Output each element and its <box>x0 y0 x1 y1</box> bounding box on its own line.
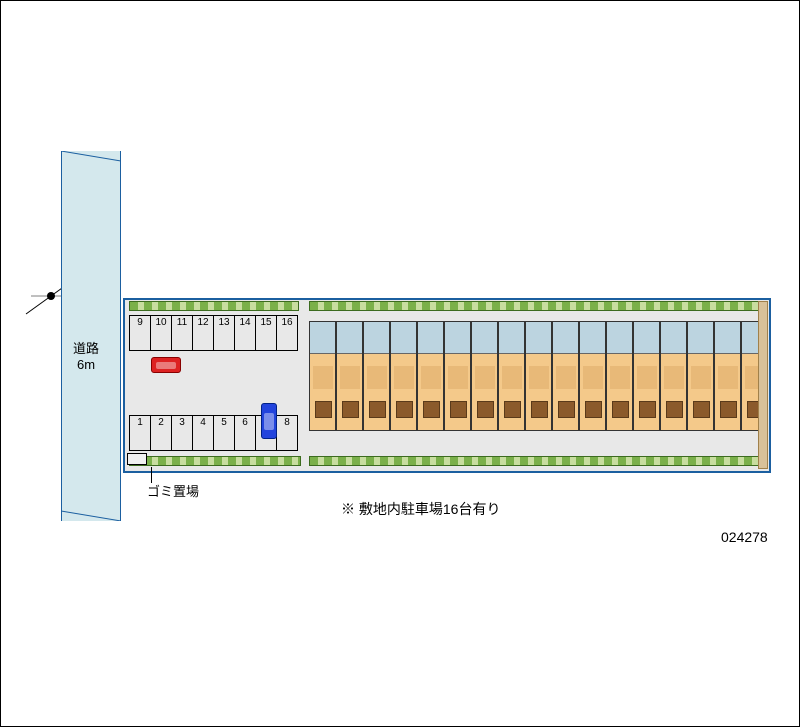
trash-area-box <box>127 453 147 465</box>
unit-balcony <box>634 322 659 354</box>
building-unit <box>606 321 633 431</box>
parking-slot: 11 <box>172 315 193 351</box>
road-label: 道路 6m <box>73 341 99 372</box>
building-units <box>309 321 768 431</box>
trash-label: ゴミ置場 <box>147 481 199 500</box>
parking-slot: 16 <box>277 315 298 351</box>
parking-slot: 3 <box>172 415 193 451</box>
parking-slot: 13 <box>214 315 235 351</box>
parking-slot: 9 <box>130 315 151 351</box>
building-unit <box>579 321 606 431</box>
car-red-icon <box>151 357 181 373</box>
unit-room <box>526 354 551 431</box>
road-label-line1: 道路 <box>73 341 99 356</box>
parking-slot: 6 <box>235 415 256 451</box>
unit-balcony <box>526 322 551 354</box>
unit-room <box>553 354 578 431</box>
building-unit <box>309 321 336 431</box>
parking-slot: 8 <box>277 415 298 451</box>
unit-balcony <box>553 322 578 354</box>
site-plan-canvas: N 道路 6m 910111213141516 12345678 ゴミ置場 ※ … <box>1 1 800 728</box>
parking-slot: 14 <box>235 315 256 351</box>
unit-room <box>445 354 470 431</box>
building-unit <box>552 321 579 431</box>
parking-slot: 5 <box>214 415 235 451</box>
green-strip-nw <box>129 301 299 311</box>
unit-balcony <box>445 322 470 354</box>
building-unit <box>471 321 498 431</box>
parking-slot: 15 <box>256 315 277 351</box>
green-strip-sw <box>129 456 301 466</box>
unit-balcony <box>661 322 686 354</box>
unit-balcony <box>391 322 416 354</box>
unit-balcony <box>688 322 713 354</box>
unit-room <box>391 354 416 431</box>
unit-room <box>715 354 740 431</box>
building-unit <box>363 321 390 431</box>
building-unit <box>498 321 525 431</box>
unit-balcony <box>715 322 740 354</box>
parking-slot: 2 <box>151 415 172 451</box>
unit-room <box>337 354 362 431</box>
unit-balcony <box>364 322 389 354</box>
unit-room <box>418 354 443 431</box>
parking-note: ※ 敷地内駐車場16台有り <box>341 499 500 519</box>
unit-balcony <box>310 322 335 354</box>
unit-balcony <box>418 322 443 354</box>
unit-room <box>607 354 632 431</box>
unit-balcony <box>580 322 605 354</box>
unit-room <box>364 354 389 431</box>
unit-room <box>634 354 659 431</box>
unit-room <box>310 354 335 431</box>
building-unit <box>714 321 741 431</box>
parking-slot: 12 <box>193 315 214 351</box>
building-unit <box>660 321 687 431</box>
building-unit <box>525 321 552 431</box>
entry-slab <box>758 301 768 469</box>
parking-slot: 10 <box>151 315 172 351</box>
building-unit <box>390 321 417 431</box>
car-blue-icon <box>261 403 277 439</box>
unit-balcony <box>607 322 632 354</box>
road-label-line2: 6m <box>77 357 95 372</box>
parking-slot: 1 <box>130 415 151 451</box>
unit-room <box>472 354 497 431</box>
building-unit <box>633 321 660 431</box>
building-unit <box>444 321 471 431</box>
building-unit <box>687 321 714 431</box>
parking-slot: 4 <box>193 415 214 451</box>
parking-row-top: 910111213141516 <box>129 315 298 351</box>
unit-balcony <box>472 322 497 354</box>
unit-room <box>688 354 713 431</box>
unit-room <box>580 354 605 431</box>
road-strip <box>61 151 121 521</box>
reference-code: 024278 <box>721 529 768 545</box>
green-strip-se <box>309 456 764 466</box>
unit-balcony <box>337 322 362 354</box>
unit-room <box>661 354 686 431</box>
unit-balcony <box>499 322 524 354</box>
unit-room <box>499 354 524 431</box>
building-unit <box>336 321 363 431</box>
green-strip-ne <box>309 301 764 311</box>
building-unit <box>417 321 444 431</box>
